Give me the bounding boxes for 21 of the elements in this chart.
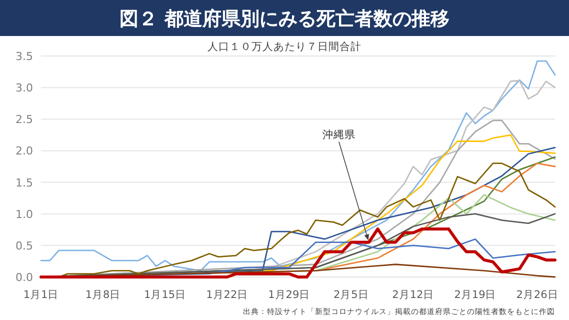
x-tick-label: 2月19日: [454, 289, 496, 301]
chart-subtitle: 人口１０万人あたり７日間合計: [208, 40, 362, 53]
line-series: [40, 228, 556, 278]
y-tick-label: 0.0: [16, 271, 33, 284]
x-tick-label: 2月5日: [333, 289, 369, 301]
x-tick-label: 1月15日: [144, 289, 186, 301]
x-tick-label: 2月26日: [516, 289, 558, 301]
x-tick-label: 2月12日: [392, 289, 434, 301]
x-tick-label: 1月8日: [85, 289, 121, 301]
y-tick-label: 3.5: [16, 50, 33, 63]
y-tick-label: 2.5: [16, 113, 33, 126]
y-tick-label: 1.5: [16, 176, 33, 190]
x-tick-label: 1月1日: [23, 289, 59, 301]
x-tick-label: 1月29日: [268, 289, 310, 301]
x-tick-label: 1月22日: [206, 289, 248, 301]
y-tick-label: 0.5: [16, 239, 33, 252]
chart-title: 図２ 都道府県別にみる死亡者数の推移: [120, 8, 450, 30]
y-tick-label: 2.0: [16, 144, 33, 158]
y-tick-label: 3.0: [16, 82, 33, 95]
y-tick-label: 1.0: [16, 208, 33, 221]
text: 沖縄県: [322, 128, 356, 141]
